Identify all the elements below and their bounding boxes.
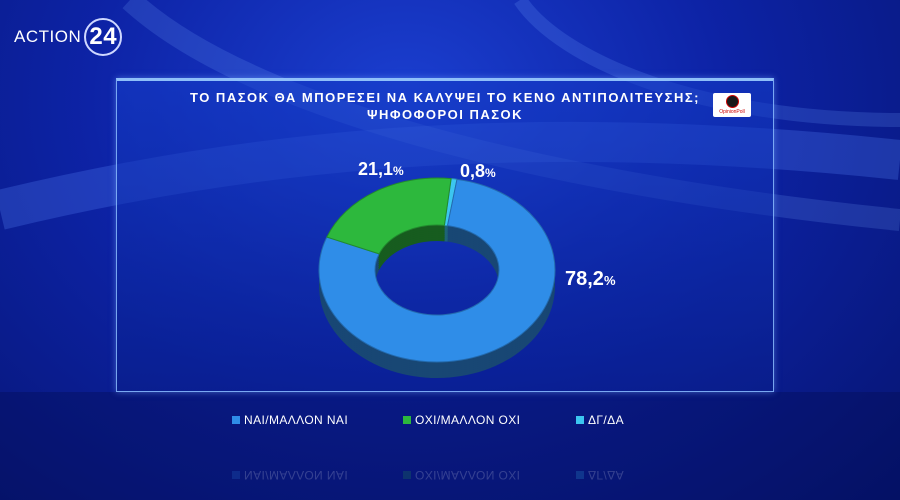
legend-reflection-item: ΟΧΙ/ΜΑΛΛΟΝ ΟΧΙ — [403, 468, 520, 482]
chart-title-block: ΤΟ ΠΑΣΟΚ ΘΑ ΜΠΟΡΕΣΕΙ ΝΑ ΚΑΛΥΨΕΙ ΤΟ ΚΕΝΟ … — [117, 89, 773, 123]
data-label-yes: 78,2% — [565, 268, 616, 290]
channel-logo: ACTION 24 — [14, 18, 123, 56]
legend-reflection-swatch — [232, 471, 240, 479]
legend-item-dk: ΔΓ/ΔΑ — [576, 413, 624, 427]
data-label-dk: 0,8% — [460, 161, 496, 181]
data-label-no: 21,1% — [358, 159, 404, 179]
legend-reflection-label: ΝΑΙ/ΜΑΛΛΟΝ ΝΑΙ — [244, 468, 349, 482]
legend-reflection-label: ΟΧΙ/ΜΑΛΛΟΝ ΟΧΙ — [415, 468, 521, 482]
channel-logo-number: 24 — [84, 18, 123, 56]
pollster-logo-icon — [725, 95, 739, 108]
legend-reflection-swatch — [403, 471, 411, 479]
legend-reflection-label: ΔΓ/ΔΑ — [588, 468, 624, 482]
legend-item-no: ΟΧΙ/ΜΑΛΛΟΝ ΟΧΙ — [403, 413, 520, 427]
chart-subtitle: ΨΗΦΟΦΟΡΟΙ ΠΑΣΟΚ — [366, 107, 524, 122]
legend-reflection-item: ΔΓ/ΔΑ — [576, 468, 624, 482]
donut-slice-yes — [318, 178, 556, 363]
legend-reflection-swatch — [576, 471, 584, 479]
legend-swatch-yes — [232, 416, 240, 424]
legend-label-dk: ΔΓ/ΔΑ — [588, 413, 624, 427]
legend-swatch-dk — [576, 416, 584, 424]
legend-item-yes: ΝΑΙ/ΜΑΛΛΟΝ ΝΑΙ — [232, 413, 348, 427]
pollster-logo-text: OpinionPoll — [719, 109, 745, 115]
donut-slice-no — [326, 177, 452, 255]
pollster-logo: OpinionPoll — [713, 93, 751, 117]
legend-reflection-item: ΝΑΙ/ΜΑΛΛΟΝ ΝΑΙ — [232, 468, 348, 482]
chart-legend: ΝΑΙ/ΜΑΛΛΟΝ ΝΑΙ ΟΧΙ/ΜΑΛΛΟΝ ΟΧΙ ΔΓ/ΔΑ — [0, 413, 900, 429]
chart-title: ΤΟ ΠΑΣΟΚ ΘΑ ΜΠΟΡΕΣΕΙ ΝΑ ΚΑΛΥΨΕΙ ΤΟ ΚΕΝΟ … — [190, 90, 700, 105]
legend-reflection: ΝΑΙ/ΜΑΛΛΟΝ ΝΑΙ ΟΧΙ/ΜΑΛΛΟΝ ΟΧΙ ΔΓ/ΔΑ — [0, 466, 900, 482]
legend-swatch-no — [403, 416, 411, 424]
legend-label-no: ΟΧΙ/ΜΑΛΛΟΝ ΟΧΙ — [415, 413, 521, 427]
channel-logo-text: ACTION — [14, 27, 82, 46]
legend-label-yes: ΝΑΙ/ΜΑΛΛΟΝ ΝΑΙ — [244, 413, 349, 427]
